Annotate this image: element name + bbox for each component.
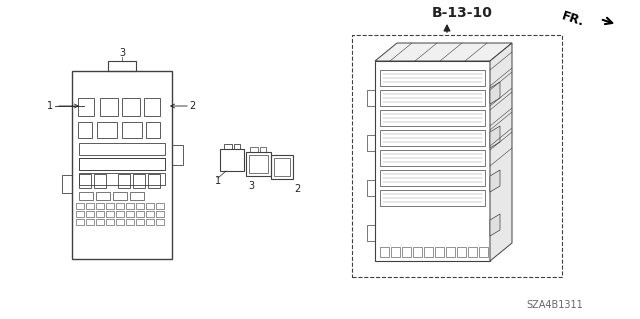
Bar [380,150,485,166]
Bar [86,211,94,217]
Bar [96,211,104,217]
Bar [96,219,104,225]
Text: 3: 3 [248,181,254,191]
Bar [116,203,124,209]
Bar [380,247,389,257]
Bar [72,71,172,259]
Polygon shape [490,170,500,192]
Bar [79,143,165,155]
Bar [136,203,144,209]
Bar [249,155,268,173]
Bar [116,219,124,225]
Bar [108,61,136,71]
Bar [113,192,127,200]
Bar [86,203,94,209]
Bar [96,192,110,200]
Text: 1: 1 [47,101,53,111]
Bar [144,98,160,116]
Bar [367,135,375,151]
Bar [234,144,240,149]
Bar [367,90,375,106]
Bar [78,98,94,116]
Bar [391,247,400,257]
Bar [352,35,562,277]
Bar [126,211,134,217]
Bar [424,247,433,257]
Bar [148,174,160,188]
Bar [435,247,444,257]
Bar [220,149,244,171]
Bar [133,174,145,188]
Bar [367,225,375,241]
Bar [375,61,490,261]
Bar [380,190,485,206]
Bar [136,211,144,217]
Bar [380,110,485,126]
Text: B-13-10: B-13-10 [431,6,492,20]
Bar [126,203,134,209]
Bar [100,98,118,116]
Bar [146,203,154,209]
Polygon shape [490,43,512,261]
Bar [78,122,92,138]
Bar [116,211,124,217]
Text: 3: 3 [119,48,125,58]
Text: 2: 2 [294,184,300,194]
Bar [79,174,91,188]
Text: 1: 1 [215,176,221,186]
Bar [79,192,93,200]
Bar [224,144,232,149]
Bar [380,170,485,186]
Bar [79,173,165,185]
Bar [156,203,164,209]
Bar [246,152,271,176]
Bar [97,122,117,138]
Bar [118,174,130,188]
Polygon shape [490,126,500,148]
Bar [156,211,164,217]
Bar [76,203,84,209]
Bar [146,219,154,225]
Bar [146,122,160,138]
Bar [130,192,144,200]
Bar [62,175,72,193]
Bar [274,158,290,176]
Bar [380,130,485,146]
Bar [79,158,165,170]
Bar [136,219,144,225]
Bar [79,158,165,170]
Bar [367,180,375,196]
Bar [76,211,84,217]
Bar [446,247,455,257]
Bar [250,147,258,152]
Bar [413,247,422,257]
Polygon shape [490,214,500,236]
Bar [380,70,485,86]
Bar [106,219,114,225]
Bar [146,211,154,217]
Bar [106,211,114,217]
Bar [76,219,84,225]
Bar [106,203,114,209]
Bar [457,247,466,257]
Bar [122,122,142,138]
Text: 2: 2 [189,101,195,111]
Bar [122,98,140,116]
Bar [402,247,411,257]
Bar [126,219,134,225]
Bar [271,155,293,179]
Bar [156,219,164,225]
Polygon shape [490,82,500,104]
Text: SZA4B1311: SZA4B1311 [527,300,584,310]
Bar [172,145,183,165]
Polygon shape [375,43,512,61]
Bar [260,147,266,152]
Bar [479,247,488,257]
Bar [94,174,106,188]
Text: FR.: FR. [560,9,586,29]
Bar [380,90,485,106]
Bar [86,219,94,225]
Bar [468,247,477,257]
Bar [96,203,104,209]
